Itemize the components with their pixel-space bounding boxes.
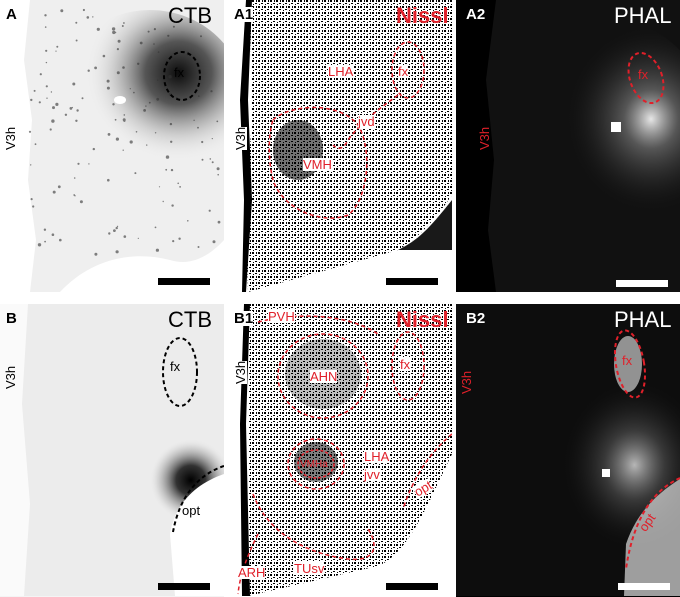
panel-b-ventricle-label: V3h <box>3 365 18 389</box>
panel-a1-jvd-label: jvd <box>358 114 375 129</box>
panel-b-fx-label: fx <box>170 359 181 374</box>
panel-b2-fx-outline <box>614 329 646 399</box>
panel-a: A CTB V3h fx <box>0 0 224 292</box>
panel-b1: B1 Nissl V3h PVH AHN fx VMHa LHA jvv opt… <box>228 304 452 597</box>
panel-b-opt-label: opt <box>182 503 201 518</box>
panel-b1-arh-label: ARH <box>238 565 266 580</box>
panel-a2-fx-label: fx <box>638 67 649 82</box>
panel-b2-fx-label: fx <box>622 353 633 368</box>
panel-a2-scale-bar <box>616 280 668 287</box>
panel-b2-stain-title: PHAL <box>614 307 672 332</box>
panel-a2: A2 PHAL V3h fx <box>456 0 680 292</box>
panel-b-opt-outline <box>172 465 224 533</box>
panel-a1-region-outlines <box>268 41 425 219</box>
panel-b1-fx-label: fx <box>400 357 411 372</box>
panel-a-scale-bar <box>158 278 210 285</box>
panel-b2-ventricle-label: V3h <box>459 370 474 394</box>
panel-b1-vmha-label: VMHa <box>300 459 328 470</box>
panel-b2: B2 PHAL V3h fx opt <box>456 304 680 597</box>
panel-b1-pvh-label: PVH <box>268 309 295 324</box>
panel-a-label: A <box>6 6 17 23</box>
panel-a-image <box>0 0 224 292</box>
panel-a1-fx-label: fx <box>398 64 409 79</box>
panel-b-scale-bar <box>158 583 210 590</box>
panel-a-stain-title: CTB <box>168 3 212 28</box>
panel-a-ventricle-label: V3h <box>3 126 18 150</box>
panel-b2-scale-bar <box>618 583 670 590</box>
panel-b1-stain-title: Nissl <box>396 307 449 332</box>
panel-a2-label: A2 <box>466 6 486 23</box>
panel-a-fx-outline <box>163 51 201 101</box>
panel-a1-lha-label: LHA <box>328 64 354 79</box>
panel-a1-label: A1 <box>234 6 254 23</box>
panel-b-fx-outline <box>162 337 198 407</box>
panel-a2-ventricle-label: V3h <box>477 126 492 150</box>
panel-a-fx-label: fx <box>174 65 185 80</box>
panel-b-stain-title: CTB <box>168 307 212 332</box>
panel-b1-tusv-label: TUsv <box>294 561 325 576</box>
panel-a2-fx-outline <box>627 51 665 105</box>
panel-b1-ahn-label: AHN <box>310 369 338 384</box>
panel-a1-scale-bar <box>386 278 438 285</box>
panel-a2-stain-title: PHAL <box>614 3 672 28</box>
panel-a1-stain-title: Nissl <box>396 3 449 28</box>
panel-b1-jvv-label: jvv <box>364 467 380 482</box>
panel-b2-label: B2 <box>466 310 486 327</box>
panel-b1-lha-label: LHA <box>364 449 390 464</box>
panel-a1-vmh-label: VMH <box>303 157 332 172</box>
panel-b: B CTB V3h fx opt <box>0 304 224 597</box>
panel-a1: A1 Nissl V3h LHA fx jvd VMH <box>228 0 452 292</box>
panel-b2-opt-outline <box>625 477 680 570</box>
panel-b1-scale-bar <box>386 583 438 590</box>
panel-b-image <box>0 304 224 596</box>
panel-a2-image <box>456 0 680 292</box>
panel-b1-image <box>240 304 452 596</box>
panel-b1-label: B1 <box>234 310 254 327</box>
panel-b-label: B <box>6 310 17 327</box>
panel-b1-region-outlines <box>237 315 452 595</box>
